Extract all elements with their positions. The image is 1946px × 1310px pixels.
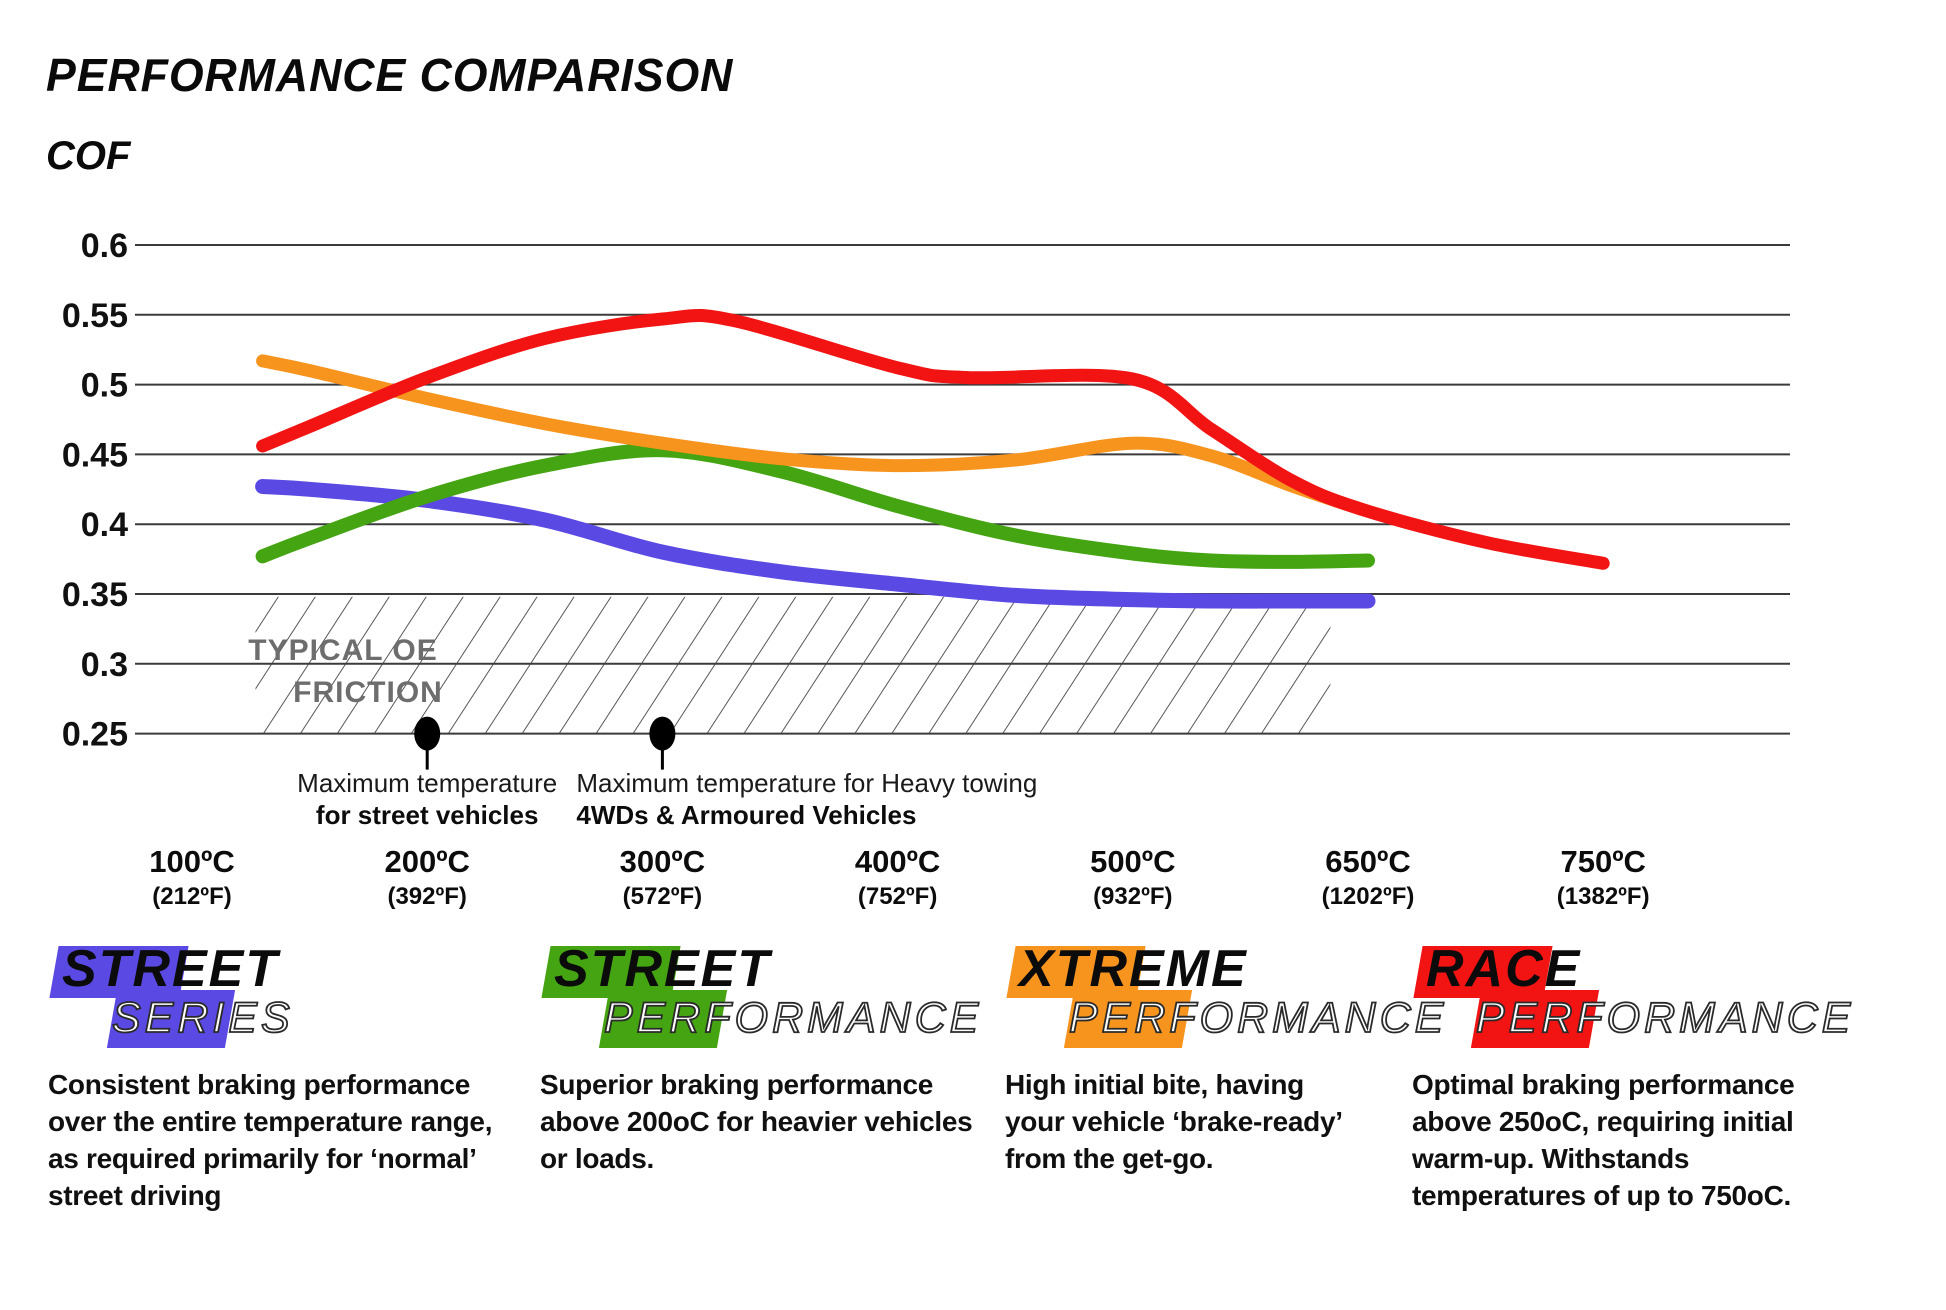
logo-word1: XTREME (1019, 940, 1248, 998)
page-title: PERFORMANCE COMPARISON (46, 49, 734, 101)
legend-street-series: STREET SERIES Consistent braking perform… (48, 940, 540, 1214)
y-tick-label: 0.5 (81, 367, 128, 405)
y-tick-label: 0.35 (62, 576, 128, 614)
oe-friction-label: TYPICAL OE (248, 634, 437, 667)
y-tick-label: 0.6 (81, 227, 128, 265)
x-tick-label-c: 300ºC (620, 844, 705, 879)
x-tick-label-f: (572ºF) (623, 883, 702, 910)
y-axis-title: COF (46, 134, 131, 178)
street-series-logo: STREET SERIES (48, 940, 540, 1054)
performance-chart: 0.6 0.55 0.5 0.45 0.4 0.35 0.3 0.25 TYPICAL OE F… (62, 227, 1790, 910)
logo-word2: PERFORMANCE (1068, 993, 1447, 1043)
street-performance-logo: STREET PERFORMANCE (540, 940, 1005, 1054)
y-tick-label: 0.3 (81, 646, 128, 684)
y-tick-label: 0.4 (81, 506, 128, 544)
x-tick-label-c: 200ºC (384, 844, 469, 879)
logo-word1: STREET (554, 940, 772, 998)
series-line-xtreme-performance (256, 354, 1367, 516)
x-tick-label-f: (392ºF) (387, 883, 466, 910)
race-performance-logo: RACE PERFORMANCE (1412, 940, 1882, 1054)
svg-text:PERFORMANCE: PERFORMANCE (604, 994, 982, 1042)
series-line-street-performance (255, 443, 1375, 569)
x-tick-label-c: 400ºC (855, 844, 940, 879)
max-temp-dot (649, 716, 676, 751)
x-tick-label-c: 750ºC (1560, 844, 1645, 879)
y-tick-label: 0.55 (62, 297, 128, 335)
x-tick-label-c: 650ºC (1325, 844, 1410, 879)
logo-word1: RACE (1426, 940, 1582, 998)
series-line-street-series (255, 479, 1376, 609)
x-tick-label-f: (1382ºF) (1557, 883, 1650, 910)
y-tick-label: 0.45 (62, 436, 128, 474)
logo-word2: PERFORMANCE (1475, 993, 1854, 1043)
series-lines (255, 308, 1610, 609)
svg-text:SERIES: SERIES (112, 994, 294, 1042)
x-tick-label-c: 500ºC (1090, 844, 1175, 879)
oe-friction-label: FRICTION (293, 676, 443, 709)
logo-word2: SERIES (111, 993, 294, 1043)
xtreme-performance-logo: XTREME PERFORMANCE (1005, 940, 1444, 1054)
x-tick-label-f: (1202ºF) (1322, 883, 1415, 910)
annotation-line1: Maximum temperature for Heavy towing (576, 768, 1037, 798)
logo-word1: STREET (62, 940, 280, 998)
annotation-line2: for street vehicles (316, 800, 539, 830)
svg-text:PERFORMANCE: PERFORMANCE (1476, 994, 1854, 1042)
x-axis-labels: 100ºC (212ºF) 200ºC (392ºF) 300ºC (572ºF) 400º… (149, 844, 1649, 910)
oe-friction-hatch (255, 596, 1331, 734)
annotation-line2: 4WDs & Armoured Vehicles (576, 800, 916, 830)
legend-description: Optimal braking performance above 250oC,… (1412, 1069, 1795, 1211)
max-temp-dot (414, 716, 441, 751)
x-tick-label-f: (212ºF) (152, 883, 231, 910)
legend-description: Superior braking performance above 200oC… (540, 1069, 973, 1174)
legend-row: STREET SERIES Consistent braking perform… (48, 940, 1882, 1214)
legend-description: High initial bite, having your vehicle ‘… (1005, 1069, 1342, 1174)
svg-text:PERFORMANCE: PERFORMANCE (1069, 994, 1447, 1042)
annotation-line1: Maximum temperature (297, 768, 557, 798)
legend-description: Consistent braking performance over the … (48, 1069, 493, 1211)
legend-street-performance: STREET PERFORMANCE Superior braking perf… (540, 940, 1005, 1214)
series-line-race-performance (256, 308, 1610, 570)
x-tick-label-f: (932ºF) (1093, 883, 1172, 910)
oe-friction-region: TYPICAL OE FRICTION (248, 596, 1331, 734)
y-tick-label: 0.25 (62, 716, 128, 754)
logo-word2: PERFORMANCE (603, 993, 982, 1043)
legend-xtreme-performance: XTREME PERFORMANCE High initial bite, ha… (1005, 940, 1444, 1214)
x-tick-label-f: (752ºF) (858, 883, 937, 910)
x-tick-label-c: 100ºC (149, 844, 234, 879)
legend-race-performance: RACE PERFORMANCE Optimal braking perform… (1412, 940, 1882, 1214)
y-axis-labels: 0.6 0.55 0.5 0.45 0.4 0.35 0.3 0.25 (62, 227, 128, 754)
